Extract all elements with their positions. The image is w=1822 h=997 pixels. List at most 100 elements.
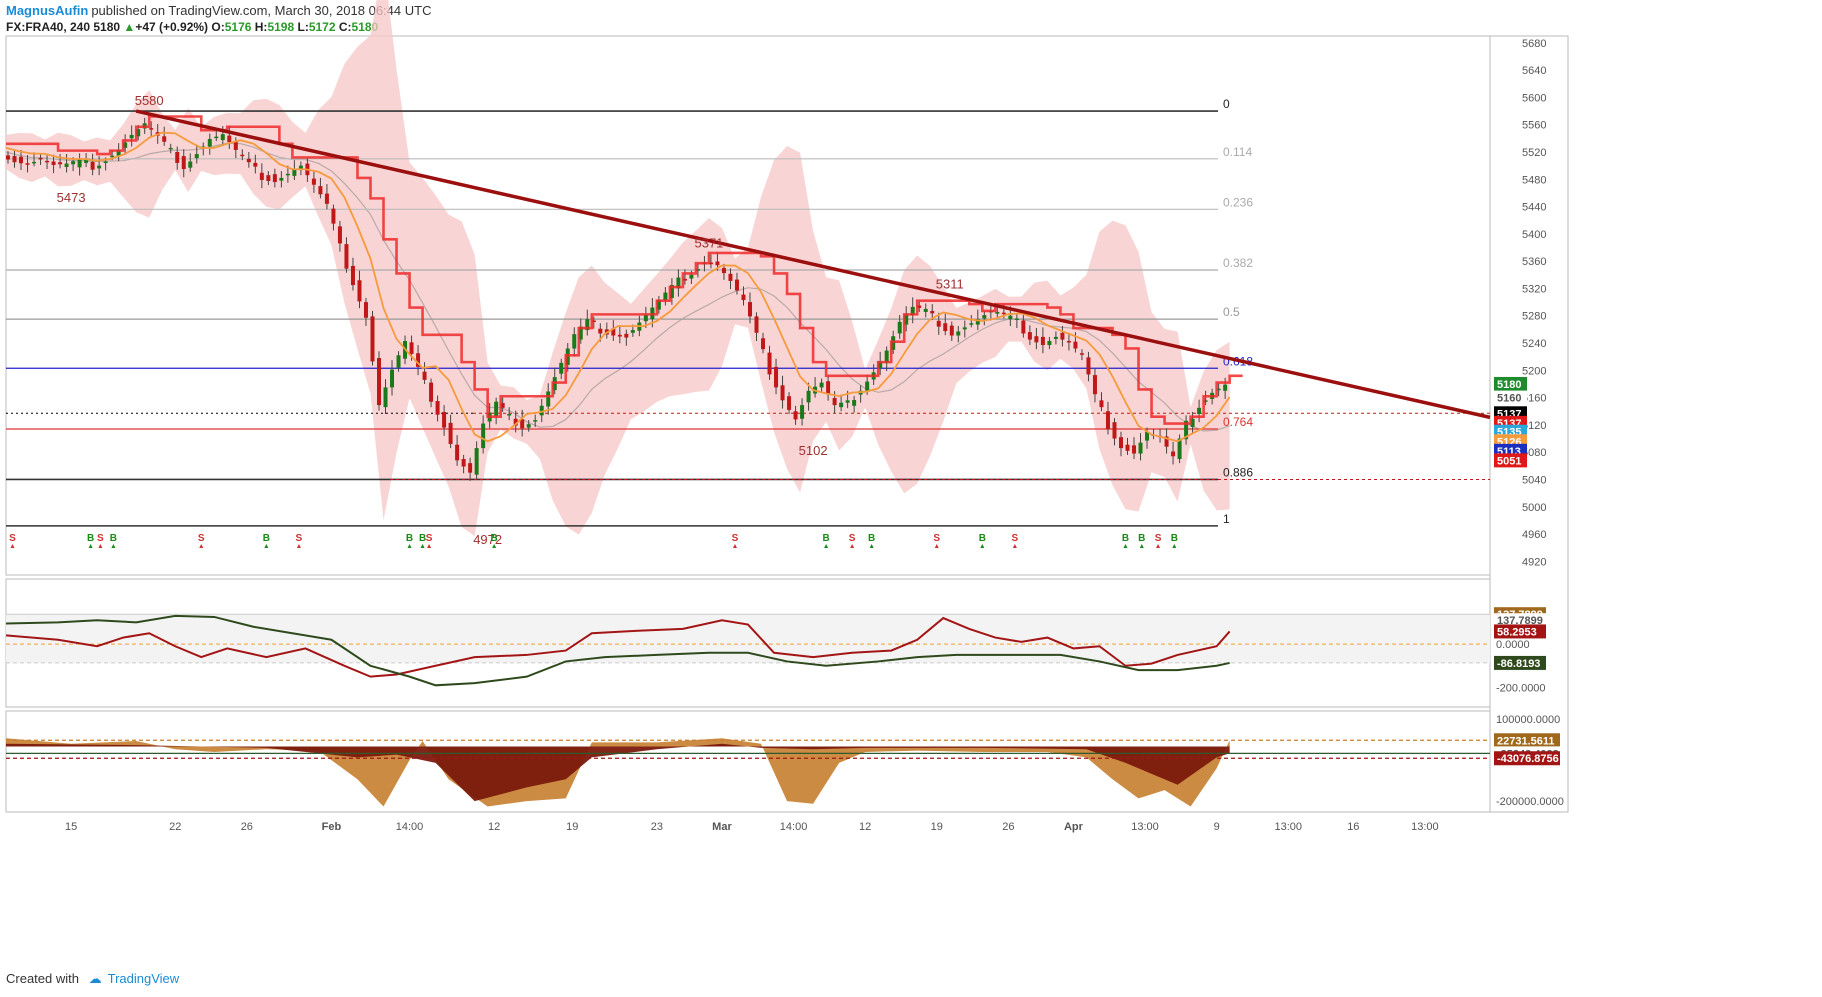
- candle-body: [285, 173, 290, 176]
- candle-body: [923, 308, 928, 312]
- fib-level-label: 0.764: [1223, 415, 1253, 429]
- candle-body: [546, 391, 551, 407]
- candle-body: [71, 161, 76, 165]
- open-value: 5176: [224, 20, 252, 34]
- candle-body: [754, 316, 759, 333]
- close-label: C:: [338, 20, 352, 34]
- candle-body: [897, 321, 902, 334]
- open-label: O:: [211, 20, 225, 34]
- candle-body: [865, 381, 870, 391]
- fib-level-label: 1: [1223, 512, 1230, 526]
- candle-body: [969, 323, 974, 325]
- candle-body: [956, 331, 961, 336]
- candle-body: [878, 361, 883, 369]
- candle-body: [910, 306, 915, 316]
- bollinger-band: [6, 0, 1230, 537]
- candle-body: [975, 319, 980, 325]
- flow-axis-tick: 100000.0000: [1496, 714, 1560, 726]
- candle-body: [409, 342, 414, 354]
- time-axis-tick: 14:00: [780, 821, 808, 833]
- candle-body: [1079, 353, 1084, 355]
- candle-body: [233, 141, 238, 150]
- candle-body: [656, 300, 661, 310]
- candle-body: [500, 403, 505, 408]
- time-axis-tick: 23: [651, 821, 663, 833]
- candle-body: [6, 155, 10, 160]
- signal-sell-marker: S: [296, 533, 303, 544]
- signal-arrow-icon: [1172, 544, 1177, 548]
- oscillator-fast-line: [5, 616, 1231, 678]
- signal-arrow-icon: [427, 544, 432, 548]
- signal-buy-marker: B: [419, 533, 426, 544]
- candle-body: [422, 371, 427, 380]
- price-axis-tick: 4920: [1522, 556, 1546, 568]
- candle-body: [689, 274, 694, 279]
- candle-body: [513, 418, 518, 426]
- candle-body: [1027, 332, 1032, 340]
- tradingview-link[interactable]: TradingView: [107, 971, 180, 986]
- tradingview-cloud-icon: ☁: [88, 971, 102, 986]
- price-axis-tick: 5680: [1522, 38, 1546, 50]
- candle-body: [839, 402, 844, 408]
- candle-body: [741, 294, 746, 301]
- price-badge: [1494, 390, 1527, 405]
- oscillator-badge: [1494, 624, 1546, 639]
- oscillator-slow-line: [5, 614, 1230, 687]
- fib-level-label: 0.5: [1223, 305, 1240, 319]
- candle-body: [734, 279, 739, 291]
- price-annotation: 4972: [473, 532, 502, 547]
- candle-body: [123, 142, 128, 148]
- signal-arrow-icon: [869, 544, 874, 548]
- candle-body: [259, 172, 264, 180]
- candle-body: [936, 320, 941, 327]
- signal-arrow-icon: [199, 544, 204, 548]
- candle-body: [695, 268, 700, 271]
- signal-sell-marker: S: [426, 533, 433, 544]
- price-axis-tick: 5520: [1522, 147, 1546, 159]
- candle-body: [1164, 436, 1169, 447]
- candle-body: [1086, 357, 1091, 375]
- signal-buy-marker: B: [491, 533, 498, 544]
- time-axis-tick: 13:00: [1131, 821, 1159, 833]
- price-axis-tick: 5200: [1522, 365, 1546, 377]
- time-axis-tick: 26: [1002, 821, 1014, 833]
- signal-sell-marker: S: [1012, 533, 1019, 544]
- candle-body: [1001, 312, 1006, 315]
- last-price: 5180: [93, 20, 121, 34]
- price-axis-tick: 5440: [1522, 202, 1546, 214]
- candle-body: [611, 328, 616, 336]
- candle-body: [324, 193, 329, 204]
- time-axis-tick: 19: [931, 821, 943, 833]
- candle-body: [331, 208, 336, 224]
- descending-trendline: [135, 109, 1491, 420]
- candle-body: [181, 156, 186, 170]
- time-axis-tick: Apr: [1064, 821, 1084, 833]
- pane-frame-2: [5, 710, 1491, 813]
- candle-body: [416, 353, 421, 367]
- candle-body: [565, 348, 570, 365]
- signal-buy-marker: B: [822, 533, 829, 544]
- candle-body: [1216, 388, 1221, 391]
- candle-body: [826, 381, 831, 394]
- price-axis-tick: 5160: [1522, 393, 1546, 405]
- flow-badge-label: 22731.5611: [1497, 735, 1555, 747]
- candle-body: [1066, 340, 1071, 343]
- time-axis-tick: 12: [488, 821, 500, 833]
- candle-body: [45, 160, 50, 163]
- price-axis-tick: 5480: [1522, 174, 1546, 186]
- signal-arrow-icon: [850, 544, 855, 548]
- flow-axis-tick: -200000.0000: [1496, 796, 1564, 808]
- candle-body: [337, 226, 342, 244]
- price-badge-label: 5180: [1497, 379, 1521, 391]
- author-link[interactable]: MagnusAufin: [6, 3, 89, 18]
- oscillator-badge: [1494, 613, 1546, 628]
- candle-body: [116, 149, 121, 156]
- price-axis-tick: 5320: [1522, 283, 1546, 295]
- candle-body: [220, 134, 225, 141]
- candle-body: [995, 311, 1000, 314]
- signal-arrow-icon: [10, 544, 15, 548]
- signal-buy-marker: B: [87, 533, 94, 544]
- candle-body: [852, 399, 857, 406]
- candle-body: [377, 358, 381, 406]
